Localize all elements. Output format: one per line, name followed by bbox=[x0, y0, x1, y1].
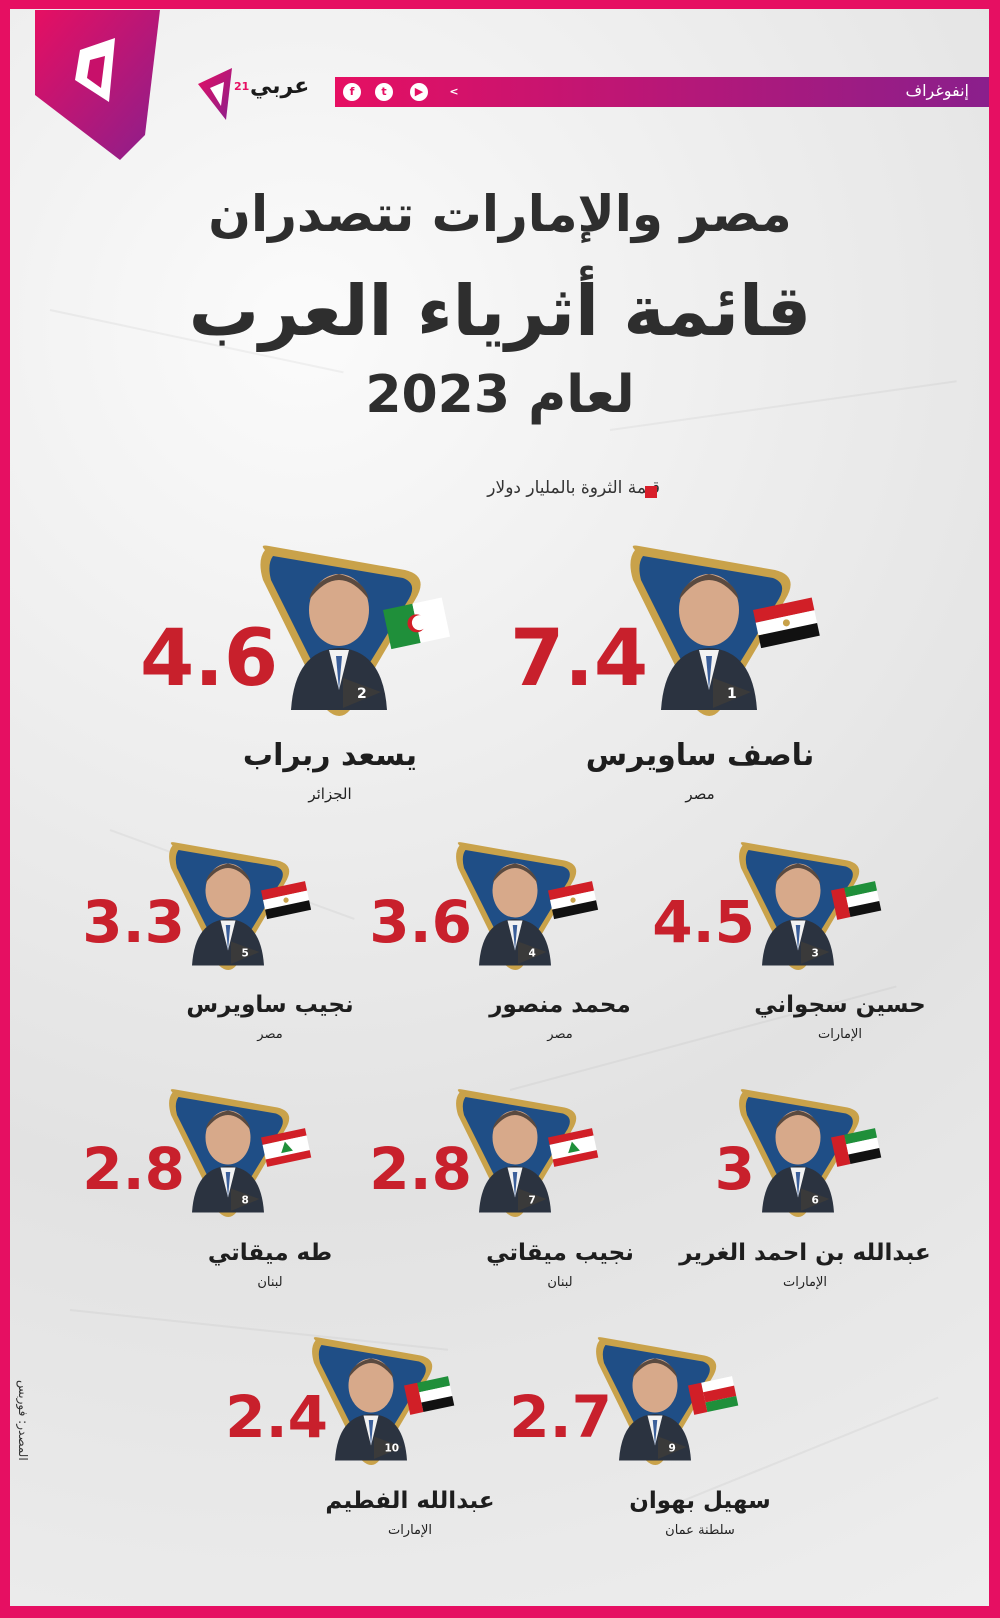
wealth-value: 3.6 bbox=[369, 888, 472, 956]
arabi21-logo-icon bbox=[198, 68, 232, 120]
person-name: محمد منصور bbox=[489, 992, 631, 1018]
facebook-icon[interactable]: f bbox=[343, 83, 361, 101]
rank-number: 7 bbox=[529, 1195, 536, 1207]
rank-badge bbox=[801, 1188, 830, 1211]
legend-label: قيمة الثروة بالمليار دولار bbox=[487, 478, 660, 498]
portrait-frame: 9 bbox=[596, 1337, 739, 1465]
wealth-value: 2.8 bbox=[369, 1135, 472, 1203]
wealth-value: 2.8 bbox=[82, 1135, 185, 1203]
wealth-value: 4.6 bbox=[140, 614, 279, 704]
person-name: سهيل بهوان bbox=[629, 1488, 771, 1514]
uae-flag bbox=[831, 1128, 882, 1167]
person-country: سلطنة عمان bbox=[665, 1523, 735, 1538]
portrait-frame: 7 bbox=[456, 1089, 599, 1217]
rank-number: 5 bbox=[242, 948, 249, 960]
lebanon-flag bbox=[261, 1128, 312, 1167]
rank-badge bbox=[713, 678, 751, 708]
person-name: عبدالله بن احمد الغرير bbox=[679, 1240, 931, 1266]
title-line-3: لعام 2023 bbox=[365, 365, 635, 425]
person-country: مصر bbox=[685, 785, 715, 803]
person-name: نجيب ساويرس bbox=[186, 992, 354, 1018]
person-name: نجيب ميقاتي bbox=[486, 1240, 634, 1266]
wealth-value: 3.3 bbox=[82, 888, 185, 956]
youtube-icon[interactable]: ▶ bbox=[410, 83, 428, 101]
rank-badge bbox=[518, 941, 547, 964]
lebanon-flag bbox=[548, 1128, 599, 1167]
rank-badge bbox=[801, 941, 830, 964]
wealth-value: 7.4 bbox=[510, 614, 649, 704]
twitter-icon[interactable]: t bbox=[375, 83, 393, 101]
portrait-frame: 3 bbox=[739, 842, 882, 970]
wealth-value: 2.4 bbox=[225, 1383, 328, 1451]
uae-flag bbox=[831, 881, 882, 920]
portrait-frame: 8 bbox=[169, 1089, 312, 1217]
uae-flag bbox=[404, 1376, 455, 1415]
rank-badge bbox=[231, 1188, 260, 1211]
person-portrait bbox=[192, 863, 264, 966]
rank-number: 1 bbox=[727, 686, 737, 702]
person-country: الإمارات bbox=[387, 1523, 433, 1538]
person-name: حسين سجواني bbox=[754, 992, 926, 1018]
portrait-frame: 4 bbox=[456, 842, 599, 970]
paper-background bbox=[10, 9, 989, 1606]
portrait-frame: 1 bbox=[630, 545, 820, 716]
brand-name: عربي bbox=[250, 74, 310, 99]
egypt-flag bbox=[753, 597, 820, 649]
rank-badge bbox=[374, 1436, 403, 1459]
person-country: الإمارات bbox=[817, 1027, 863, 1042]
person-country: مصر bbox=[257, 1027, 283, 1042]
person-name: يسعد ربراب bbox=[242, 738, 418, 773]
rank-number: 3 bbox=[812, 948, 819, 960]
brand-superscript: 21 bbox=[234, 80, 250, 93]
portrait-frame: 6 bbox=[739, 1089, 882, 1217]
wealth-value: 4.5 bbox=[652, 888, 755, 956]
wealth-value: 2.7 bbox=[509, 1383, 612, 1451]
wealth-value: 3 bbox=[714, 1135, 755, 1203]
rank-number: 2 bbox=[357, 686, 367, 702]
oman-flag bbox=[688, 1376, 739, 1415]
rank-number: 6 bbox=[812, 1195, 819, 1207]
title-line-2: قائمة أثرياء العرب bbox=[188, 270, 812, 352]
portrait-frame: 5 bbox=[169, 842, 312, 970]
algeria-flag bbox=[383, 597, 451, 650]
rank-badge bbox=[231, 941, 260, 964]
person-country: الجزائر bbox=[308, 785, 352, 803]
person-country: لبنان bbox=[257, 1275, 283, 1290]
legend-swatch bbox=[645, 486, 657, 498]
rank-badge bbox=[343, 678, 381, 708]
portrait-frame: 2 bbox=[260, 545, 451, 716]
person-name: طه ميقاتي bbox=[207, 1240, 333, 1266]
arabi21-corner-logo bbox=[35, 10, 160, 160]
rank-number: 4 bbox=[529, 948, 536, 960]
person-name: عبدالله الفطيم bbox=[325, 1488, 495, 1514]
person-country: مصر bbox=[547, 1027, 573, 1042]
person-name: ناصف ساويرس bbox=[585, 738, 815, 773]
title-line-1: مصر والإمارات تتصدران bbox=[208, 185, 792, 243]
egypt-flag bbox=[548, 881, 599, 920]
section-label: إنفوغراف bbox=[905, 81, 969, 100]
source-credit: المصدر: فوربس bbox=[16, 1380, 30, 1461]
rank-number: 10 bbox=[385, 1443, 400, 1455]
person-country: الإمارات bbox=[782, 1275, 828, 1290]
portrait-frame: 10 bbox=[312, 1337, 455, 1465]
header-bar: إنفوغراف f t ▶ < bbox=[335, 77, 989, 107]
rank-number: 8 bbox=[242, 1195, 249, 1207]
rank-number: 9 bbox=[669, 1443, 676, 1455]
egypt-flag bbox=[261, 881, 312, 920]
rank-badge bbox=[658, 1436, 687, 1459]
person-country: لبنان bbox=[547, 1275, 573, 1290]
rank-badge bbox=[518, 1188, 547, 1211]
arabi21-icon[interactable]: < bbox=[449, 85, 459, 98]
